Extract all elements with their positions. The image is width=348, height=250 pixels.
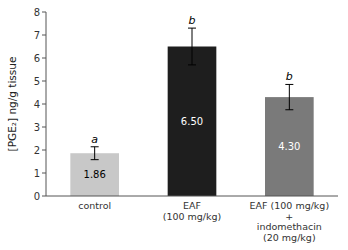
category-label: control xyxy=(78,200,111,211)
data-label: 4.30 xyxy=(278,141,300,152)
tick xyxy=(42,150,46,151)
y-axis-line xyxy=(46,12,47,196)
tick-label: 7 xyxy=(34,30,40,41)
error-bar-cap xyxy=(285,84,293,85)
error-bar-line xyxy=(192,28,193,65)
tick-label: 8 xyxy=(34,7,40,18)
error-bar xyxy=(188,28,196,65)
error-bar-cap xyxy=(285,109,293,110)
tick xyxy=(42,81,46,82)
annotation: b xyxy=(189,14,196,27)
bar xyxy=(70,153,119,196)
error-bar-cap xyxy=(91,146,99,147)
tick-label: 2 xyxy=(34,145,40,156)
tick-label: 0 xyxy=(34,191,40,202)
annotation: b xyxy=(286,70,293,83)
tick xyxy=(42,173,46,174)
tick xyxy=(42,58,46,59)
axis-label: [PGE₂] ng/g tissue xyxy=(6,57,18,152)
data-label: 6.50 xyxy=(181,116,203,127)
tick-label: 5 xyxy=(34,76,40,87)
tick xyxy=(42,104,46,105)
tick xyxy=(42,35,46,36)
error-bar-cap xyxy=(188,64,196,65)
annotation: a xyxy=(91,133,98,146)
error-bar-line xyxy=(289,84,290,109)
tick-label: 6 xyxy=(34,53,40,64)
tick-label: 4 xyxy=(34,99,40,110)
error-bar-cap xyxy=(91,159,99,160)
bar xyxy=(265,97,314,196)
tick xyxy=(42,196,46,197)
x-axis-line xyxy=(46,196,338,197)
tick-label: 1 xyxy=(34,168,40,179)
category-label: EAF(100 mg/kg) xyxy=(163,200,222,222)
plot-area xyxy=(70,28,313,196)
error-bar xyxy=(91,147,99,160)
tick xyxy=(42,12,46,13)
bar xyxy=(168,47,217,197)
data-label: 1.86 xyxy=(84,169,106,180)
tick-label: 3 xyxy=(34,122,40,133)
error-bar-cap xyxy=(188,28,196,29)
tick xyxy=(42,127,46,128)
category-label: EAF (100 mg/kg)+indomethacin(20 mg/kg) xyxy=(250,200,330,243)
error-bar xyxy=(285,84,293,109)
error-bar-line xyxy=(94,147,95,160)
chart: 0 1 2 3 4 5 6 7 8 [PGE₂] ng/g tissue 1.86 6.50 4.30 a… xyxy=(0,0,348,250)
